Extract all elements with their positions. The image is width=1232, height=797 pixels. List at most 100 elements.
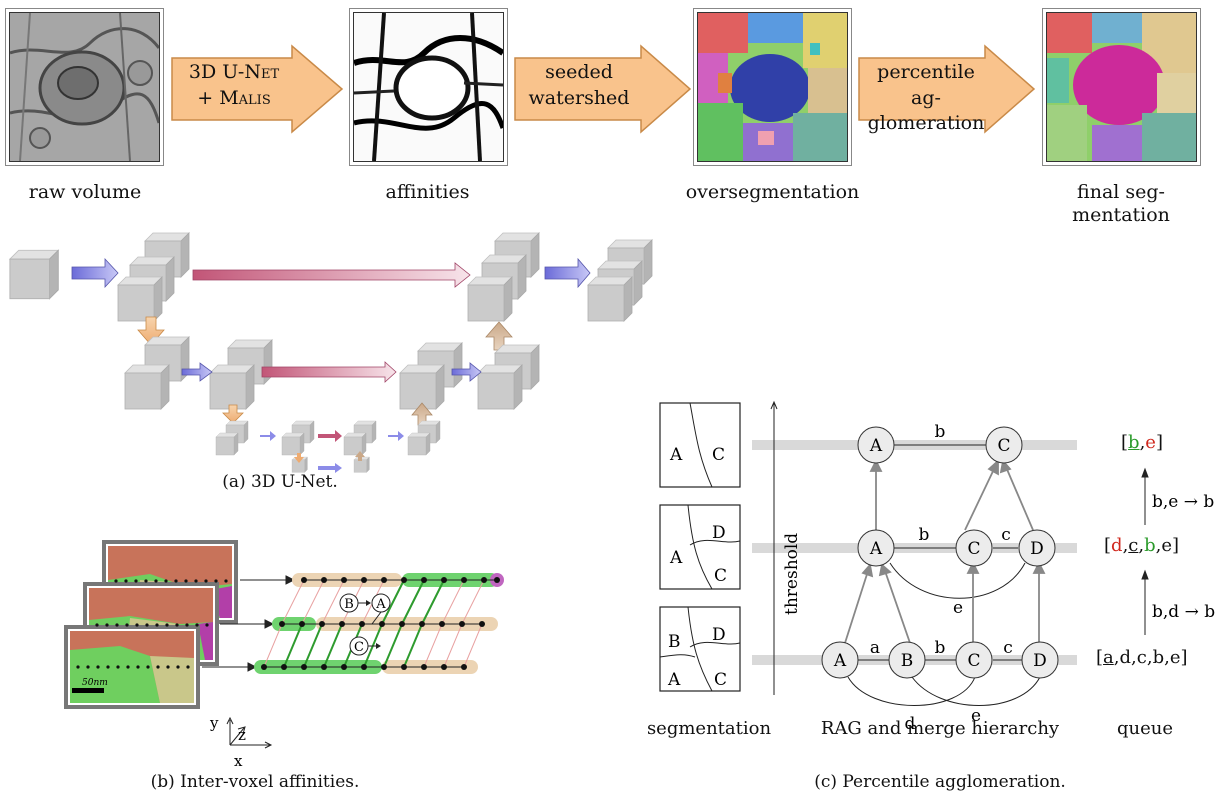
final-segmentation-image	[1046, 12, 1197, 162]
panel-c-caption: (c) Percentile agglomeration.	[814, 772, 1066, 792]
queue-bot-item-d: d	[1119, 647, 1132, 668]
svg-text:A: A	[869, 436, 883, 456]
oversegmentation-texture	[698, 13, 847, 161]
svg-text:A: A	[833, 651, 847, 671]
queue-column-label: queue	[1116, 718, 1173, 739]
slice-to-graph-arrows	[202, 575, 296, 672]
svg-text:B: B	[668, 632, 681, 652]
pipeline-arrow-1-label: 3D U-Net + Malis	[176, 60, 292, 111]
queue-bot-item-b: b	[1152, 647, 1165, 668]
pipeline-arrow-3-label: percentile ag- glomeration	[860, 60, 992, 137]
final-label-line1: final seg-	[1077, 181, 1165, 203]
svg-text:C: C	[967, 651, 980, 671]
panel-b-caption-text: (b) Inter-voxel affinities.	[150, 772, 360, 792]
arrow2-line2: watershed	[528, 86, 630, 109]
arrow1-line2: + Malis	[197, 86, 271, 109]
final-segmentation-texture	[1047, 13, 1196, 161]
panel-b-caption: (b) Inter-voxel affinities.	[130, 772, 380, 792]
rag-mid-edge-b-label: b	[919, 525, 930, 545]
unet-l2-up-cubes	[399, 342, 463, 410]
axis-z-label: z	[238, 726, 246, 744]
graph-nodes	[261, 577, 500, 670]
unet-blue-arrow-l3-b	[388, 431, 404, 441]
svg-text:C: C	[714, 566, 727, 586]
unet-l3-cubes	[215, 420, 441, 473]
merge-lower-label: b,d → b	[1152, 602, 1215, 622]
graph-edges-strong	[283, 579, 445, 668]
seg-box-bot: B A D C	[659, 606, 741, 692]
axes	[226, 716, 273, 749]
pipeline-arrow-2	[514, 44, 692, 134]
merge-arrows	[844, 458, 1046, 644]
queue-mid-item-e: e	[1161, 535, 1173, 556]
affinities-label: affinities	[385, 181, 470, 203]
unet-skip-arrow-3	[318, 430, 342, 442]
rag-column-label: RAG and merge hierarchy	[820, 718, 1060, 739]
threshold-axis-arrowhead	[770, 400, 778, 410]
panel-a-caption: (a) 3D U-Net.	[180, 472, 380, 492]
svg-text:D: D	[1033, 651, 1047, 671]
percentile-agglomeration-diagram: A C A D C B A D C threshold b b c e a b …	[659, 400, 1215, 734]
rag-top-nodes: A C	[857, 426, 1023, 464]
queue-mid-item-d: d	[1111, 535, 1123, 556]
unet-up-arrow-3	[355, 451, 365, 461]
seg-box-top: A C	[659, 402, 741, 488]
oversegmentation-image	[697, 12, 848, 162]
pipeline-arrow-3	[858, 44, 1036, 134]
unet-blue-arrow-in	[71, 257, 119, 289]
raw-volume-texture	[10, 13, 159, 161]
oversegmentation-label: oversegmentation	[685, 181, 860, 203]
queue-mid-item-c: c	[1128, 535, 1139, 556]
axis-x-label: x	[234, 752, 243, 770]
arrow2-line1: seeded	[545, 61, 613, 83]
rag-mid-edge-c-label: c	[1001, 525, 1011, 545]
rag-bot-nodes: A B C D	[821, 641, 1059, 679]
svg-text:C: C	[997, 436, 1010, 456]
rag-mid-nodes: A C D	[857, 529, 1056, 567]
rag-bot-curve-d	[847, 676, 976, 706]
svg-text:A: A	[669, 445, 683, 465]
queue-top-item-b: b	[1128, 432, 1140, 453]
unet-blue-arrow-l3-a	[260, 431, 276, 441]
unet-blue-arrow-l2-b	[451, 362, 482, 382]
unet-skip-arrow-1	[192, 262, 471, 288]
svg-text:C: C	[714, 670, 727, 690]
rag-bot-curve-e-label: e	[971, 706, 981, 726]
inter-voxel-diagram: 50nm y z x	[64, 540, 504, 770]
rag-bot-edge-b-label: b	[935, 638, 946, 658]
queue-bot-item-c: c	[1136, 647, 1147, 668]
unet-blue-arrow-l3-c	[318, 463, 342, 473]
queue-bot-item-e: e	[1169, 647, 1181, 668]
svg-text:D: D	[1030, 539, 1044, 559]
rag-mid-curve-e-label: e	[953, 598, 963, 618]
raw-volume-image	[9, 12, 160, 162]
raw-volume-label: raw volume	[28, 181, 142, 203]
axis-y-label: y	[209, 714, 219, 732]
segmentation-column-label: segmentation	[646, 718, 772, 739]
unet-skip-arrow-2	[261, 361, 397, 383]
rag-top-edge-label: b	[935, 422, 946, 442]
queue-arrows	[1141, 467, 1149, 635]
unet-l2-down-cubes	[124, 336, 190, 410]
svg-text:C: C	[354, 640, 364, 655]
svg-text:C: C	[712, 445, 725, 465]
node-b: B	[339, 593, 359, 613]
panel-a-caption-text: (a) 3D U-Net.	[222, 472, 338, 492]
unet-l1-up-cubes	[467, 232, 540, 322]
unet-blue-arrow-out	[544, 257, 591, 289]
unet-l2-out-cubes	[477, 344, 540, 410]
affinities-texture	[354, 13, 503, 161]
scale-bar	[72, 688, 104, 693]
queue-top: [b,e]	[1121, 432, 1163, 453]
arrow1-line1: 3D U-Net	[188, 61, 280, 83]
unet-down-arrow-2	[222, 404, 244, 424]
node-c: C	[349, 636, 369, 656]
unet-output-cubes	[587, 239, 653, 322]
arrow3-line2: glomeration	[867, 112, 985, 135]
final-label-line2: mentation	[1072, 203, 1170, 226]
svg-text:D: D	[712, 625, 726, 645]
rag-mid-curve-e	[889, 562, 1026, 599]
arrow3-line1: percentile ag-	[877, 61, 975, 109]
rag-bot-curve-d-label: d	[905, 714, 916, 734]
svg-text:B: B	[344, 597, 354, 612]
